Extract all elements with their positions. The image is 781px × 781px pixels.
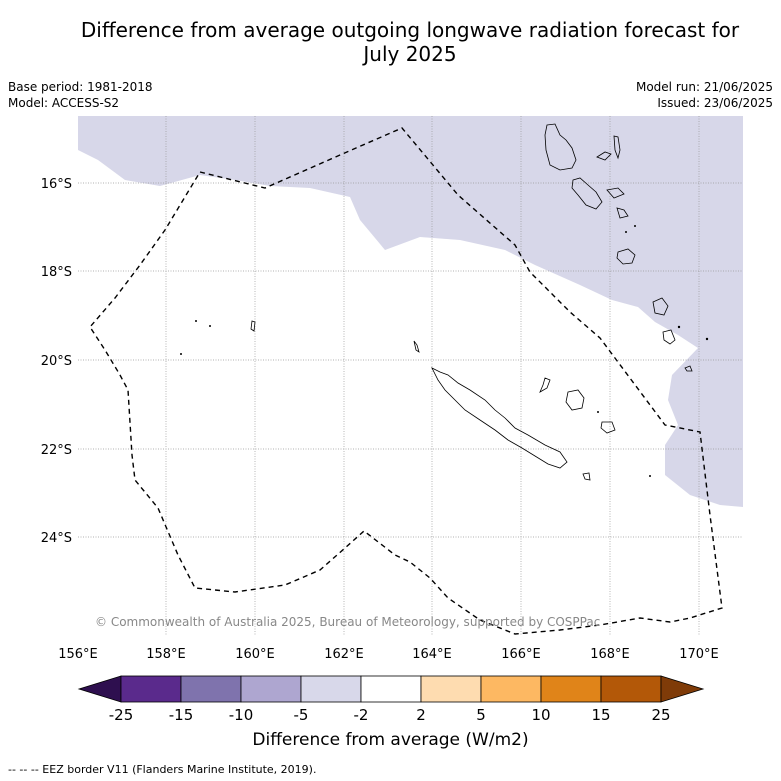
colorbar-tick-label: 10 xyxy=(531,706,550,724)
title-line-2: July 2025 xyxy=(363,42,457,66)
new-caledonia-main-island xyxy=(431,367,568,469)
lon-label: 164°E xyxy=(412,647,452,662)
colorbar-bin xyxy=(360,675,422,703)
base-period: Base period: 1981-2018 xyxy=(8,80,153,94)
colorbar-tick-label: 25 xyxy=(651,706,670,724)
futuna-islet xyxy=(677,325,681,329)
epi-shepherd-islands xyxy=(616,207,629,219)
longitude-labels: 156°E 158°E 160°E 162°E 164°E 166°E 168°… xyxy=(58,647,719,662)
lat-label: 20°S xyxy=(41,354,72,369)
colorbar-tick-label: -10 xyxy=(229,706,254,724)
chart-title: Difference from average outgoing longwav… xyxy=(40,18,780,66)
efate-island xyxy=(616,248,636,265)
meta-left: Base period: 1981-2018 Model: ACCESS-S2 xyxy=(8,79,153,111)
lat-label: 18°S xyxy=(41,265,72,280)
issued-date: Issued: 23/06/2025 xyxy=(657,96,773,110)
lat-label: 24°S xyxy=(41,531,72,546)
islet xyxy=(597,411,599,413)
islet xyxy=(195,320,197,322)
title-line-1: Difference from average outgoing longwav… xyxy=(80,18,740,42)
meta-right: Model run: 21/06/2025 Issued: 23/06/2025 xyxy=(636,79,773,111)
colorbar-tick-label: 15 xyxy=(591,706,610,724)
ambae-island xyxy=(596,151,612,161)
islet xyxy=(625,231,627,233)
tanna-island xyxy=(662,329,676,345)
lon-label: 170°E xyxy=(679,647,719,662)
lat-label: 22°S xyxy=(41,443,72,458)
lon-label: 158°E xyxy=(146,647,186,662)
colorbar-bin xyxy=(420,675,482,703)
colorbar-extend-low xyxy=(77,675,122,703)
colorbar-tick-label: 2 xyxy=(416,706,426,724)
maewo-island xyxy=(613,135,621,160)
lifou-island xyxy=(565,389,585,411)
pentecost-ambrym-islands xyxy=(606,187,625,199)
lon-label: 168°E xyxy=(590,647,630,662)
eez-border xyxy=(89,127,723,635)
lon-label: 160°E xyxy=(235,647,275,662)
model-name: Model: ACCESS-S2 xyxy=(8,96,120,110)
colorbar-tick-label: 5 xyxy=(476,706,486,724)
colorbar-ticks: -25 -15 -10 -5 -2 2 5 10 15 25 xyxy=(109,706,671,724)
model-run: Model run: 21/06/2025 xyxy=(635,80,773,94)
colorbar-bin xyxy=(480,675,542,703)
colorbar-bin xyxy=(540,675,602,703)
colorbar-tick-label: -2 xyxy=(354,706,369,724)
mare-island xyxy=(600,421,616,434)
lon-label: 166°E xyxy=(501,647,541,662)
colorbar-bin xyxy=(600,675,662,703)
aniwa-islet xyxy=(705,337,709,341)
colorbar-extend-high xyxy=(660,675,705,703)
erromango-island xyxy=(652,297,669,316)
map-panel: © Commonwealth of Australia 2025, Bureau… xyxy=(78,116,743,635)
islet xyxy=(180,353,182,355)
lon-label: 156°E xyxy=(58,647,98,662)
anomaly-shading-region xyxy=(78,116,743,507)
aneityum-island xyxy=(684,365,693,372)
ouvea-island xyxy=(539,377,551,393)
espiritu-santo-island xyxy=(544,123,577,171)
colorbar xyxy=(77,675,705,703)
copyright-notice: © Commonwealth of Australia 2025, Bureau… xyxy=(95,615,600,629)
colorbar-tick-label: -25 xyxy=(109,706,134,724)
latitude-labels: 16°S 18°S 20°S 22°S 24°S xyxy=(41,177,72,546)
colorbar-bin xyxy=(240,675,302,703)
islet xyxy=(634,225,636,227)
gridlines xyxy=(78,116,743,635)
colorbar-bin xyxy=(180,675,242,703)
colorbar-tick-label: -5 xyxy=(294,706,309,724)
malakula-island xyxy=(571,177,603,210)
chesterfield-islet xyxy=(250,320,256,332)
lon-label: 162°E xyxy=(324,647,364,662)
eez-footnote: -- -- -- EEZ border V11 (Flanders Marine… xyxy=(8,763,317,776)
colorbar-label: Difference from average (W/m2) xyxy=(252,730,529,750)
belep-islands xyxy=(413,340,420,353)
islet xyxy=(649,475,651,477)
colorbar-tick-label: -15 xyxy=(169,706,194,724)
isle-of-pines xyxy=(582,472,591,481)
colorbar-bin xyxy=(120,675,182,703)
colorbar-bin xyxy=(300,675,362,703)
lat-label: 16°S xyxy=(41,177,72,192)
islet xyxy=(209,325,211,327)
